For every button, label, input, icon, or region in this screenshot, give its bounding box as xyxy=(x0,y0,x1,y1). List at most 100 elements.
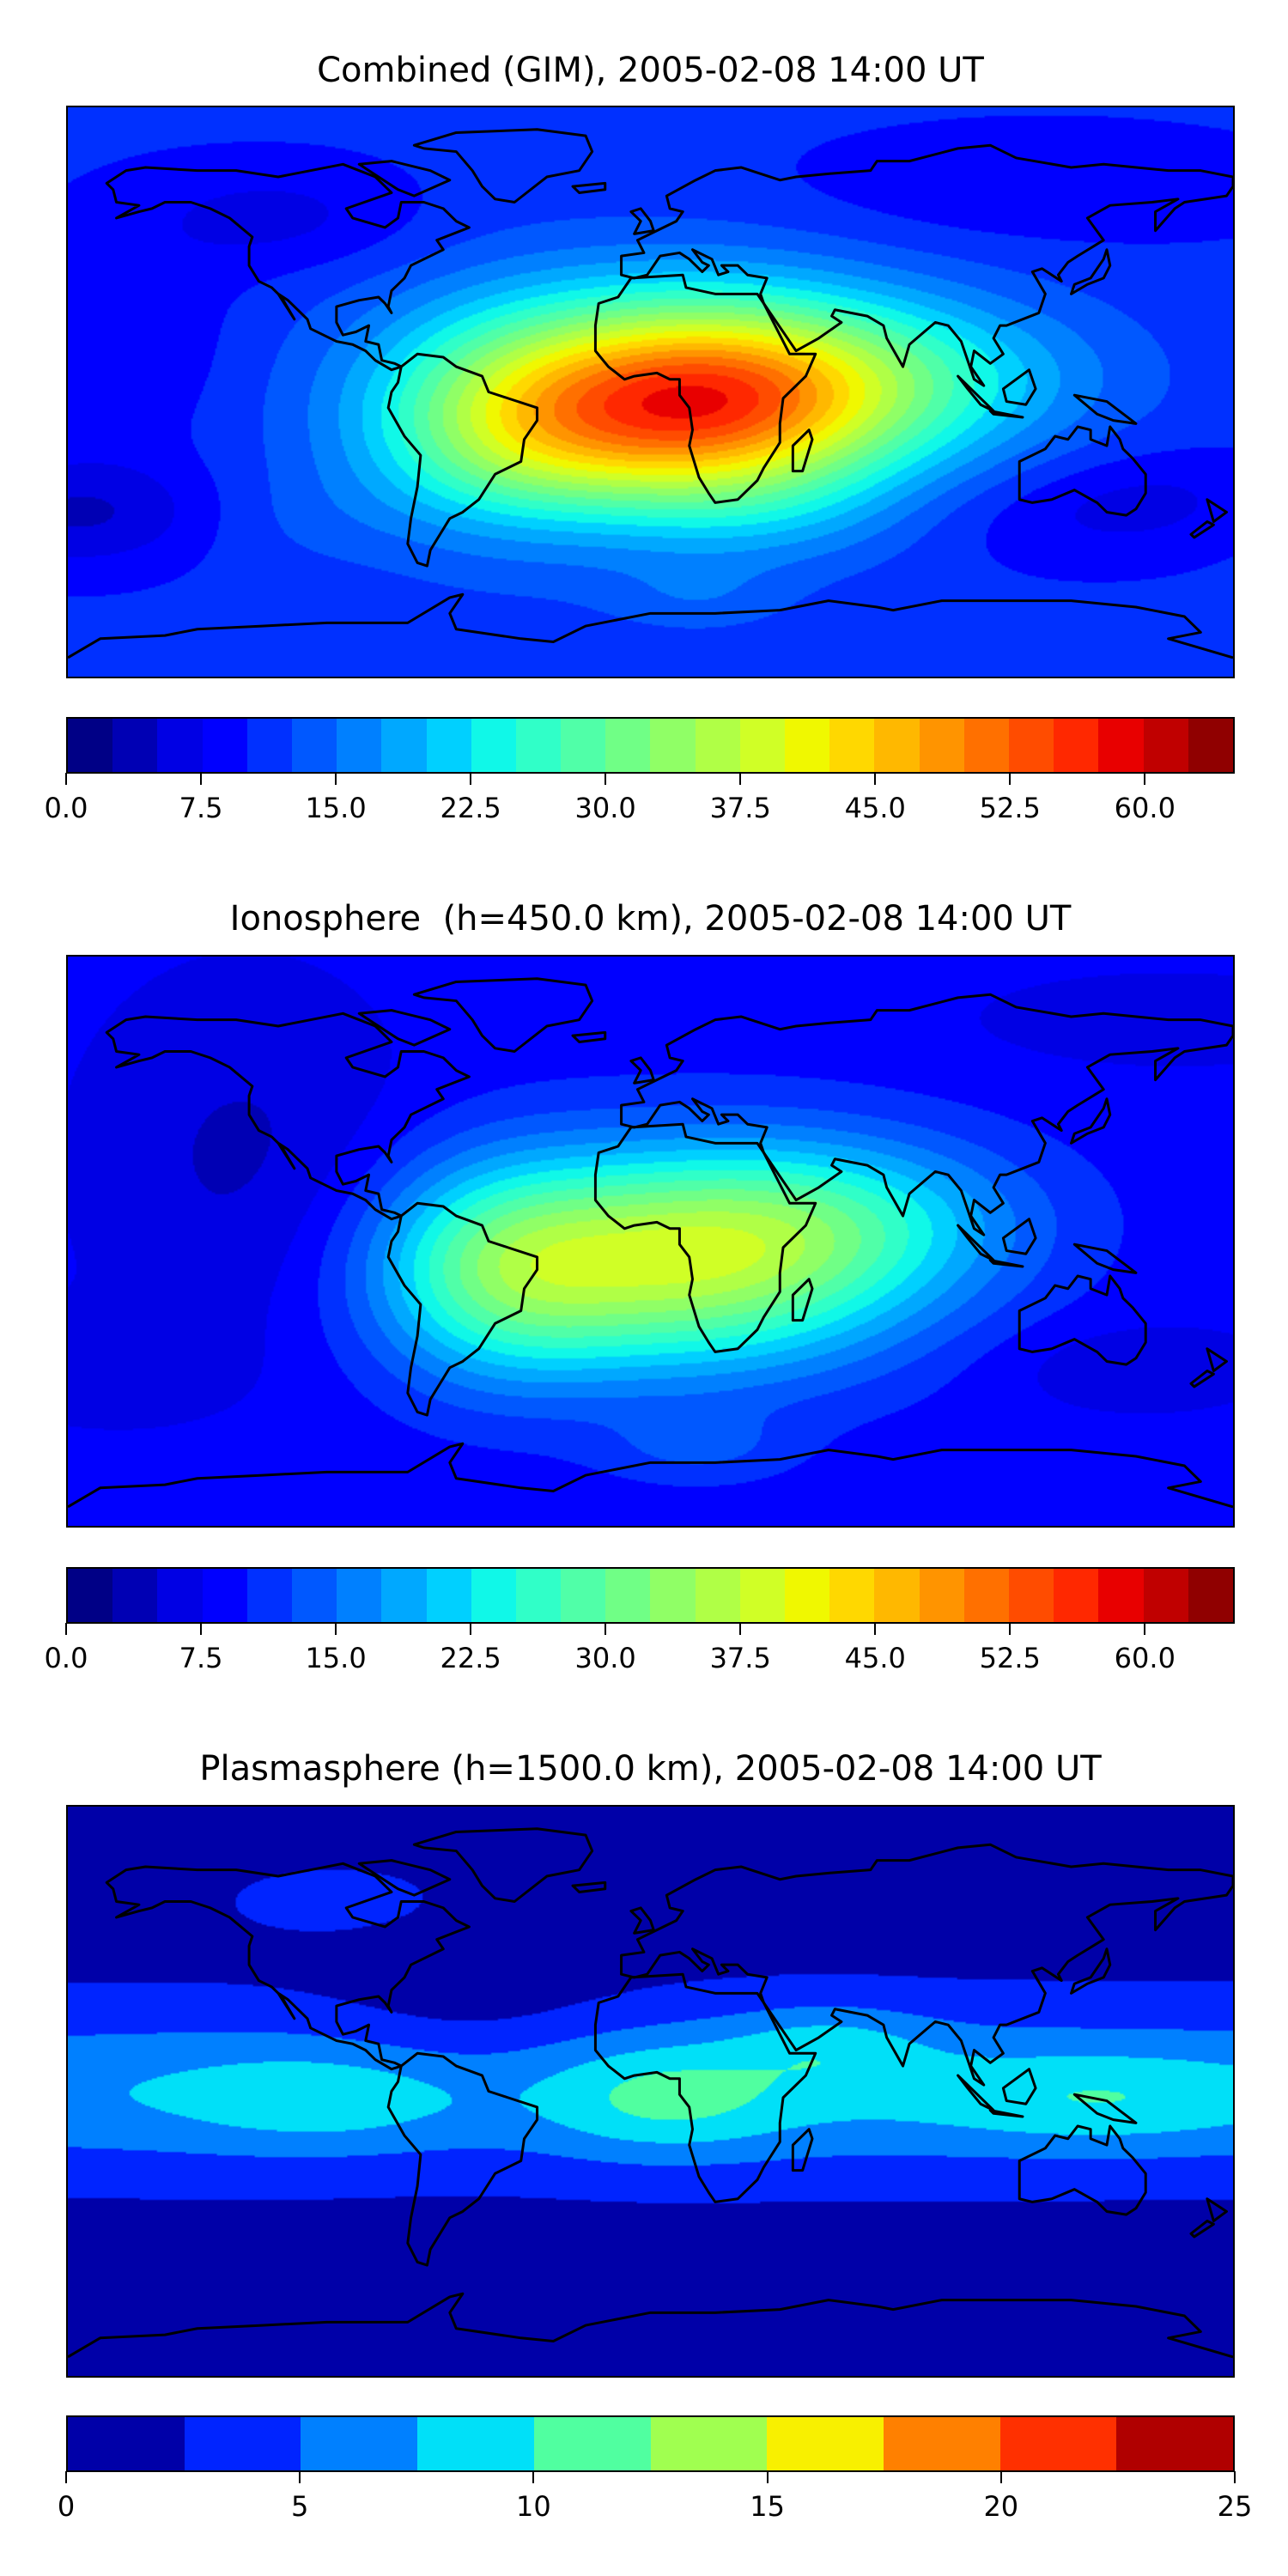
colorbar-tick xyxy=(1234,2471,1236,2483)
contour-field-plasmasphere xyxy=(68,1807,1233,2376)
colorbar-tick xyxy=(874,1623,877,1635)
colorbar-segment xyxy=(381,1569,427,1622)
colorbar-segment xyxy=(157,1569,203,1622)
colorbar-tick xyxy=(739,1623,742,1635)
coastline xyxy=(595,1124,815,1352)
colorbar-ticks-plasmasphere: 0 5 10 15 20 25 xyxy=(58,2471,1252,2531)
colorbar-segment xyxy=(291,719,337,772)
colorbar-segment xyxy=(739,1569,785,1622)
coastline xyxy=(1207,1349,1227,1371)
colorbar-tick-label: 30.0 xyxy=(574,792,636,824)
colorbar-tick-label: 15 xyxy=(750,2490,785,2523)
colorbar-tick xyxy=(335,1623,337,1635)
colorbar-segment xyxy=(291,1569,337,1622)
colorbar-ionosphere xyxy=(66,1567,1235,1624)
colorbar-segment xyxy=(874,1569,920,1622)
colorbar-segment xyxy=(561,1569,606,1622)
colorbar-tick xyxy=(200,1623,203,1635)
colorbar-tick-label: 25 xyxy=(1217,2490,1253,2523)
colorbar-segment xyxy=(829,719,875,772)
colorbar-tick-label: 52.5 xyxy=(979,792,1041,824)
colorbar-tick-label: 0 xyxy=(57,2490,76,2523)
coastline xyxy=(573,1882,605,1892)
coastline xyxy=(958,376,993,411)
colorbar-tick xyxy=(766,2471,769,2483)
colorbar-segment xyxy=(246,719,292,772)
colorbar-segment xyxy=(650,2417,768,2470)
colorbar-segment xyxy=(1143,1569,1188,1622)
colorbar-segment xyxy=(695,1569,740,1622)
colorbar-tick xyxy=(470,773,472,785)
colorbar-segment xyxy=(561,719,606,772)
colorbar-tick xyxy=(999,2471,1002,2483)
colorbar-ticks-combined: 0.0 7.5 15.0 22.5 30.0 37.5 45.0 52.5 60.0 xyxy=(45,773,1235,833)
coastline xyxy=(793,430,812,471)
colorbar-tick xyxy=(65,773,67,785)
coastline xyxy=(106,1013,469,1218)
colorbar-segment xyxy=(785,1569,830,1622)
colorbar-tick-label: 37.5 xyxy=(709,792,771,824)
coastline xyxy=(414,1829,592,1902)
colorbar-tick-label: 30.0 xyxy=(574,1642,636,1674)
coastline-antarctica xyxy=(68,594,1233,658)
colorbar-tick-label: 45.0 xyxy=(844,792,906,824)
colorbar-segment xyxy=(1054,1569,1099,1622)
colorbar-segment xyxy=(605,719,651,772)
colorbar-tick xyxy=(532,2471,535,2483)
colorbar-segment xyxy=(874,719,920,772)
colorbar-plasmasphere xyxy=(66,2415,1235,2472)
coastline xyxy=(1191,2221,1213,2237)
coastline xyxy=(1191,522,1213,538)
colorbar-tick xyxy=(874,773,877,785)
coastline xyxy=(990,1261,1023,1267)
colorbar-segment xyxy=(68,1569,113,1622)
coastline xyxy=(388,2053,537,2265)
coastline xyxy=(573,1032,605,1042)
coastline xyxy=(622,994,1233,1235)
colorbar-segment xyxy=(695,719,740,772)
colorbar-segment xyxy=(1188,1569,1233,1622)
coastline xyxy=(1003,370,1036,405)
coastline xyxy=(990,2111,1023,2117)
coastline xyxy=(573,183,605,192)
colorbar-tick-label: 22.5 xyxy=(440,792,501,824)
coastline xyxy=(1074,1244,1136,1273)
colorbar-tick-label: 7.5 xyxy=(179,1642,223,1674)
colorbar-segment xyxy=(1054,719,1099,772)
colorbar-tick-label: 52.5 xyxy=(979,1642,1041,1674)
colorbar-segment xyxy=(202,719,247,772)
colorbar-segment xyxy=(112,719,158,772)
coastline xyxy=(958,1225,993,1261)
coastline-antarctica xyxy=(68,1443,1233,1507)
coastline xyxy=(1072,250,1110,295)
colorbar-segment xyxy=(1098,719,1144,772)
colorbar-segment xyxy=(1188,719,1233,772)
colorbar-tick-label: 0.0 xyxy=(44,792,88,824)
coastline xyxy=(1072,1949,1110,1994)
colorbar-segment xyxy=(184,2417,301,2470)
colorbar-tick-label: 37.5 xyxy=(709,1642,771,1674)
colorbar-tick-label: 60.0 xyxy=(1114,792,1176,824)
coastline xyxy=(1074,2094,1136,2123)
coastline xyxy=(1207,2199,1227,2221)
colorbar-segment xyxy=(246,1569,292,1622)
colorbar-tick-label: 10 xyxy=(516,2490,551,2523)
colorbar-segment xyxy=(471,1569,516,1622)
coastline xyxy=(359,161,450,197)
colorbar-segment xyxy=(1008,719,1054,772)
coastline xyxy=(1019,2126,1145,2215)
colorbar-segment xyxy=(1116,2417,1234,2470)
contour-field-ionosphere xyxy=(68,957,1233,1526)
coastline xyxy=(990,411,1023,417)
coastline xyxy=(793,2129,812,2171)
colorbar-segment xyxy=(337,1569,382,1622)
colorbar-tick xyxy=(605,1623,607,1635)
colorbar-segment xyxy=(999,2417,1117,2470)
colorbar-segment xyxy=(1143,719,1188,772)
colorbar-segment xyxy=(112,1569,158,1622)
coastlines xyxy=(68,1807,1233,2376)
colorbar-tick-label: 60.0 xyxy=(1114,1642,1176,1674)
coastline xyxy=(622,1844,1233,2085)
colorbar-combined xyxy=(66,717,1235,774)
coastline xyxy=(1003,2069,1036,2105)
